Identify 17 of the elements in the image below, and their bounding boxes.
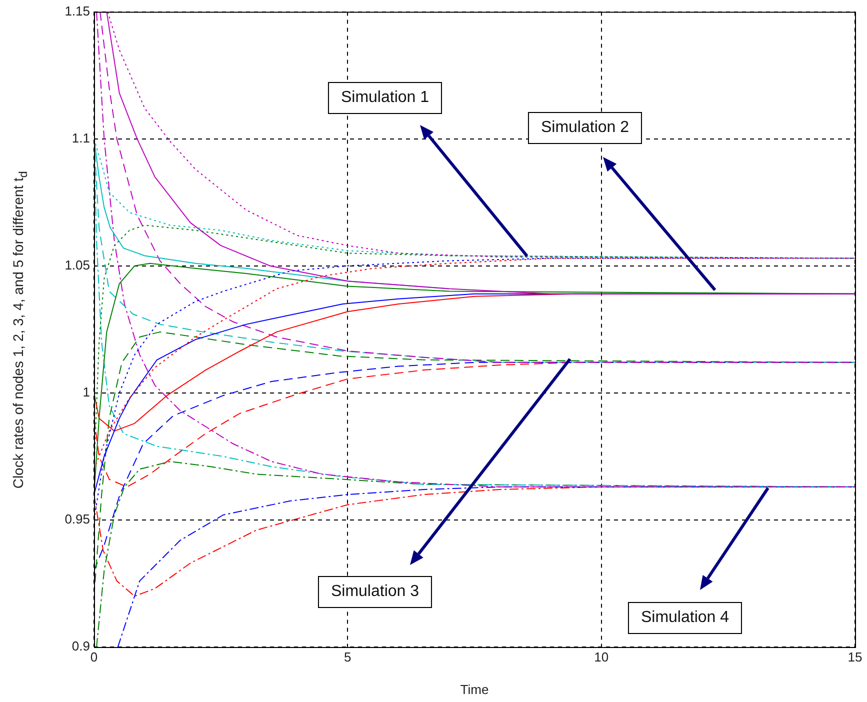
annotation: Simulation 1: [328, 82, 442, 114]
annotation: Simulation 2: [528, 112, 642, 144]
x-tick-label: 0: [90, 649, 98, 664]
annotation: Simulation 4: [628, 602, 742, 634]
y-tick-label: 0.9: [72, 638, 90, 654]
x-tick-label: 10: [594, 649, 609, 664]
annotation: Simulation 3: [318, 576, 432, 608]
y-tick-label: 0.95: [64, 512, 90, 527]
x-axis-title: Time: [460, 682, 489, 697]
y-tick-label: 1.1: [72, 130, 90, 146]
y-tick-label: 1.05: [64, 257, 90, 272]
y-tick-label: 1.15: [64, 3, 90, 18]
x-tick-label: 5: [344, 649, 352, 664]
line-series: [100, 12, 855, 363]
y-tick-label: 1: [82, 384, 90, 400]
x-tick-label: 15: [848, 649, 862, 664]
line-series: [96, 12, 855, 488]
